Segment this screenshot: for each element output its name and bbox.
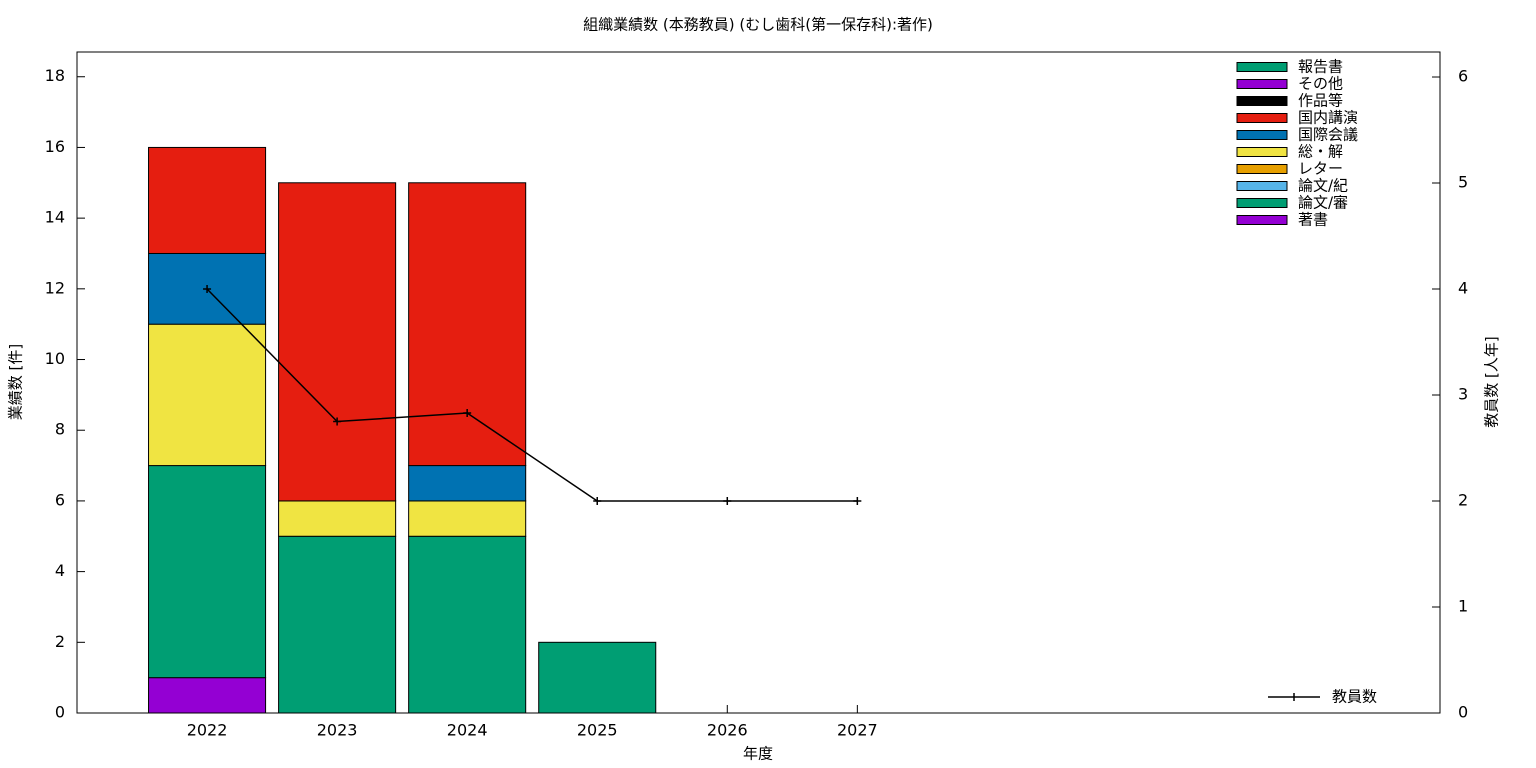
y-tick-label: 8 [55,420,65,439]
line-point [333,417,342,426]
legend-swatch [1236,164,1288,174]
bar-segment [148,323,267,467]
y-tick-label: 4 [55,561,65,580]
legend-swatch [1236,147,1288,157]
bar-segment [148,146,267,254]
y2-tick-label: 3 [1458,385,1468,404]
line [206,288,858,502]
y2-tick-label: 5 [1458,173,1468,192]
y2-tick-label: 4 [1458,279,1468,298]
x-tick-label: 2027 [837,721,878,740]
x-tick-label: 2026 [707,721,748,740]
legend-label: その他 [1298,75,1343,93]
legend-label: 論文/紀 [1298,177,1348,195]
y2-tick-label: 0 [1458,703,1468,722]
y-tick-label: 6 [55,490,65,509]
y2-tick-label: 1 [1458,597,1468,616]
legend-swatch [1236,215,1288,225]
y-axis-label: 業績数 [件] [7,344,25,420]
bar-segment [538,641,657,714]
y2-tick-label: 2 [1458,491,1468,510]
legend-swatch [1236,181,1288,191]
legend-label: 論文/審 [1298,194,1348,212]
line-point [723,497,732,506]
y-tick-label: 12 [45,278,65,297]
bar-segment [148,465,267,679]
y-tick-label: 14 [45,208,65,227]
legend-label: 国際会議 [1298,126,1358,144]
legend-label: 報告書 [1298,58,1343,76]
y-tick-label: 2 [55,632,65,651]
legend-swatch [1236,79,1288,89]
bar-segment [408,500,527,537]
legend-swatch [1236,62,1288,72]
line-point [203,285,212,294]
x-tick-label: 2025 [577,721,618,740]
x-axis-label: 年度 [743,745,773,763]
y-tick-label: 16 [45,137,65,156]
legend-label: 総・解 [1298,143,1343,161]
legend-swatch [1236,198,1288,208]
bar-segment [278,535,397,714]
y-tick-label: 10 [45,349,65,368]
bar-segment [408,465,527,502]
bar-segment [408,182,527,467]
legend-label: 教員数 [1332,688,1377,706]
legend-swatch [1236,113,1288,123]
y2-tick-label: 6 [1458,67,1468,86]
legend-label: 作品等 [1298,92,1343,110]
bar-segment [278,182,397,502]
bar-segment [278,500,397,537]
line-point [853,497,862,506]
y2-axis-label: 教員数 [人年] [1483,336,1501,427]
legend-label: 国内講演 [1298,109,1358,127]
legend-swatch [1236,130,1288,140]
bar-segment [408,535,527,714]
chart-title: 組織業績数 (本務教員) (むし歯科(第一保存科):著作) [583,16,933,34]
legend-swatch [1236,96,1288,106]
y-tick-label: 18 [45,66,65,85]
line-point [593,497,602,506]
plot-frame [76,51,1441,714]
x-tick-label: 2022 [187,721,228,740]
legend-label: 著書 [1298,211,1328,229]
line-point [463,409,472,418]
legend-label: レター [1298,160,1343,178]
bar-segment [148,677,267,714]
y-tick-label: 0 [55,703,65,722]
x-tick-label: 2024 [447,721,488,740]
x-tick-label: 2023 [317,721,358,740]
